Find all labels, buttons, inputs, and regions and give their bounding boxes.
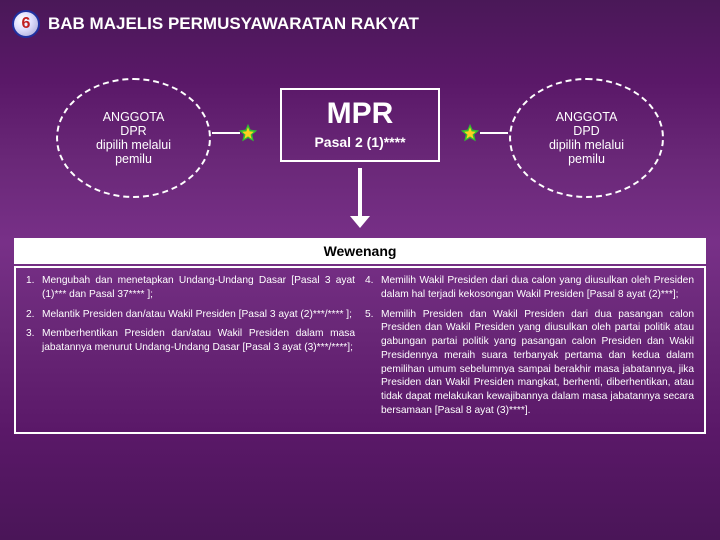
list-item: 2.Melantik Presiden dan/atau Wakil Presi… (26, 308, 355, 322)
authority-lists: 1.Mengubah dan menetapkan Undang-Undang … (14, 266, 706, 434)
item-number: 2. (26, 308, 42, 322)
left-oval-line4: pemilu (115, 152, 152, 166)
logo-icon: 6 (12, 10, 40, 38)
center-sub: Pasal 2 (1)**** (292, 134, 428, 150)
diagram-area: ANGGOTA DPR dipilih melalui pemilu MPR P… (0, 58, 720, 238)
page-title: BAB MAJELIS PERMUSYAWARATAN RAKYAT (48, 14, 419, 34)
header: 6 BAB MAJELIS PERMUSYAWARATAN RAKYAT (0, 0, 720, 38)
arrow-stem (358, 168, 362, 220)
arrow-down-icon (350, 216, 370, 228)
list-item: 1.Mengubah dan menetapkan Undang-Undang … (26, 274, 355, 302)
list-item: 5.Memilih Presiden dan Wakil Presiden da… (365, 308, 694, 418)
connector-left (212, 132, 240, 134)
right-oval-line3: dipilih melalui (549, 138, 624, 152)
item-number: 1. (26, 274, 42, 302)
right-oval-line4: pemilu (568, 152, 605, 166)
item-number: 5. (365, 308, 381, 418)
item-text: Memilih Presiden dan Wakil Presiden dari… (381, 308, 694, 418)
left-oval: ANGGOTA DPR dipilih melalui pemilu (56, 78, 211, 198)
item-text: Memilih Wakil Presiden dari dua calon ya… (381, 274, 694, 302)
right-oval-line2: DPD (573, 124, 599, 138)
center-big: MPR (292, 96, 428, 132)
left-oval-line3: dipilih melalui (96, 138, 171, 152)
right-oval: ANGGOTA DPD dipilih melalui pemilu (509, 78, 664, 198)
connector-right (480, 132, 508, 134)
star-right-icon (460, 123, 480, 143)
right-oval-line1: ANGGOTA (556, 110, 618, 124)
list-item: 4.Memilih Wakil Presiden dari dua calon … (365, 274, 694, 302)
item-text: Melantik Presiden dan/atau Wakil Preside… (42, 308, 355, 322)
left-column: 1.Mengubah dan menetapkan Undang-Undang … (26, 274, 355, 424)
list-item: 3.Memberhentikan Presiden dan/atau Wakil… (26, 327, 355, 355)
left-oval-line2: DPR (120, 124, 146, 138)
item-number: 3. (26, 327, 42, 355)
right-column: 4.Memilih Wakil Presiden dari dua calon … (365, 274, 694, 424)
center-box: MPR Pasal 2 (1)**** (280, 88, 440, 162)
star-left-icon (238, 123, 258, 143)
item-number: 4. (365, 274, 381, 302)
item-text: Memberhentikan Presiden dan/atau Wakil P… (42, 327, 355, 355)
section-title-box: Wewenang (14, 238, 706, 264)
left-oval-line1: ANGGOTA (103, 110, 165, 124)
item-text: Mengubah dan menetapkan Undang-Undang Da… (42, 274, 355, 302)
